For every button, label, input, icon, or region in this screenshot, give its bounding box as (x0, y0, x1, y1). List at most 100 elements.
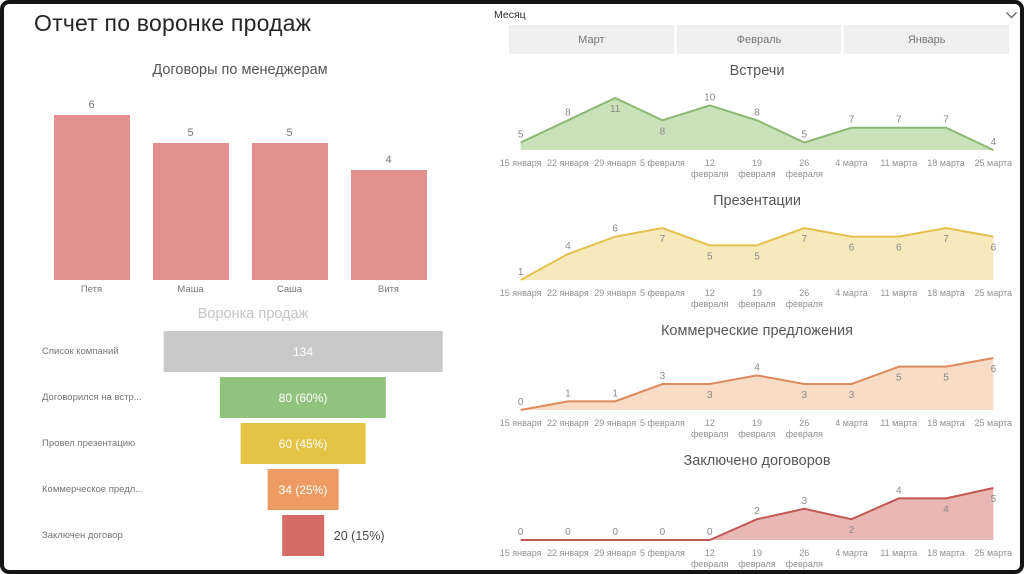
slicer-button-1[interactable]: Февраль (676, 25, 842, 54)
x-axis-label: 18 марта (927, 548, 965, 558)
x-axis-label: 5 февраля (640, 288, 685, 298)
x-axis-label: 5 февраля (640, 418, 685, 428)
funnel-stage-label: Заключен договор (42, 530, 123, 541)
data-point-label: 4 (943, 504, 949, 515)
data-point-label: 5 (754, 251, 760, 262)
area-fill (520, 488, 994, 540)
x-axis-label: 19 февраля (738, 288, 776, 309)
x-axis-label: 29 января (594, 158, 637, 168)
bar-chart-category-axis: Петя Маша Саша Витя (42, 284, 438, 295)
data-point-label: 2 (754, 506, 760, 517)
data-point-label: 4 (896, 485, 902, 496)
data-point-label: 5 (801, 130, 807, 141)
bar-chart-title: Договоры по менеджерам (152, 62, 328, 78)
funnel-stage-label: Список компаний (42, 346, 119, 357)
area-chart-title: Коммерческие предложения (660, 323, 854, 339)
funnel-bar[interactable]: 34 (25%) (267, 469, 339, 510)
bar-chart-contracts-by-manager: Договоры по менеджерам 6 5 5 4 Петя Маша Саша… (42, 62, 438, 295)
funnel-bar-zone: 20 (15%) (142, 515, 464, 556)
bar[interactable] (152, 142, 229, 280)
x-axis-label: 25 марта (974, 288, 1013, 298)
x-axis-label: 4 марта (835, 288, 868, 298)
x-axis-label: 11 марта (880, 418, 918, 428)
slicer-label: Месяц (494, 9, 526, 21)
data-point-label: 6 (896, 243, 902, 254)
data-point-label: 0 (612, 527, 618, 538)
x-axis-label: 22 января (546, 158, 589, 168)
x-axis-label: 26 февраля (785, 158, 823, 179)
x-axis-label: 22 января (546, 418, 589, 428)
funnel-stage-label: Коммерческое предл... (42, 484, 142, 495)
bar-column: 4 (339, 80, 438, 280)
funnel-bar-zone: 134 (142, 331, 464, 372)
x-axis-label: 11 марта (880, 548, 918, 558)
bar-column: 5 (240, 80, 339, 280)
bar-column: 6 (42, 80, 141, 280)
x-axis-labels: 15 января 22 января 29 января 5 февраля 12 ф… (497, 156, 1017, 180)
data-point-label: 8 (754, 107, 760, 118)
x-axis-label: 11 марта (880, 158, 918, 168)
area-line (520, 487, 994, 541)
area-line (520, 357, 994, 411)
x-axis-label: 25 марта (974, 548, 1013, 558)
data-point-label: 7 (849, 115, 855, 126)
data-point-label: 7 (896, 115, 902, 126)
x-axis-label: 5 февраля (640, 548, 685, 558)
funnel-bar[interactable]: 134 (163, 331, 443, 372)
chevron-down-icon[interactable] (1005, 11, 1018, 20)
x-axis-label: 26 февраля (785, 548, 823, 569)
data-point-label: 8 (565, 107, 571, 118)
area-chart-title: Презентации (713, 193, 801, 209)
x-axis-labels: 15 января 22 января 29 января 5 февраля 12 ф… (497, 416, 1017, 440)
bar[interactable] (350, 170, 427, 280)
bar-value-label: 6 (88, 99, 95, 111)
data-point-label: 1 (565, 388, 571, 399)
x-axis-label: 4 марта (835, 418, 868, 428)
data-point-label: 4 (565, 241, 571, 252)
x-axis-label: 12 февраля (691, 418, 729, 439)
slicer-button-0[interactable]: Март (509, 25, 674, 54)
funnel-row: Провел презентацию 60 (45%) (42, 423, 464, 464)
data-point-label: 4 (754, 362, 760, 373)
page-title: Отчет по воронке продаж (34, 10, 312, 36)
data-point-label: 5 (896, 373, 902, 384)
funnel-bar[interactable] (282, 515, 324, 556)
bar-category-label: Саша (276, 284, 303, 295)
bar[interactable] (53, 115, 130, 280)
data-point-label: 3 (660, 371, 666, 382)
area-chart-commercial_offers: Коммерческие предложения 0 1 1 3 3 4 3 3 5 5 6 15 ян… (497, 320, 1017, 450)
month-slicer-header: Месяц (494, 7, 1018, 23)
data-point-label: 8 (660, 126, 666, 137)
data-point-label: 3 (801, 496, 807, 507)
slicer-button-2[interactable]: Январь (844, 25, 1010, 54)
area-chart-presentations: Презентации 1 4 6 7 5 5 7 6 6 7 6 15 января 22 января… (497, 190, 1017, 320)
area-plot[interactable]: 0 1 1 3 3 4 3 3 5 5 6 (497, 344, 1017, 414)
area-plot[interactable]: 5 8 11 8 10 8 5 7 7 7 4 (497, 84, 1017, 154)
data-point-label: 7 (943, 234, 949, 245)
funnel-bar[interactable]: 60 (45%) (240, 423, 366, 464)
area-plot[interactable]: 1 4 6 7 5 5 7 6 6 7 6 (497, 214, 1017, 284)
data-point-label: 4 (991, 137, 997, 148)
x-axis-label: 26 февраля (785, 288, 823, 309)
x-axis-label: 15 января (499, 288, 542, 298)
data-point-label: 6 (991, 243, 997, 254)
area-chart-title: Заключено договоров (683, 453, 831, 469)
bar[interactable] (251, 142, 328, 280)
bar-value-label: 4 (385, 154, 392, 166)
data-point-label: 6 (991, 364, 997, 375)
data-point-label: 3 (849, 390, 855, 401)
data-point-label: 0 (518, 397, 524, 408)
data-point-label: 1 (612, 388, 618, 399)
area-plot[interactable]: 0 0 0 0 0 2 3 2 4 4 5 (497, 474, 1017, 544)
funnel-rows: Список компаний 134 Договорился на встр...… (42, 331, 464, 556)
data-point-label: 5 (518, 130, 524, 141)
funnel-bar-zone: 80 (60%) (142, 377, 464, 418)
funnel-bar[interactable]: 80 (60%) (219, 377, 387, 418)
bar-category-label: Витя (377, 284, 400, 295)
x-axis-label: 15 января (499, 548, 542, 558)
data-point-label: 7 (801, 234, 807, 245)
x-axis-label: 22 января (546, 288, 589, 298)
data-point-label: 6 (849, 243, 855, 254)
x-axis-label: 11 марта (880, 288, 918, 298)
x-axis-label: 22 января (546, 548, 589, 558)
